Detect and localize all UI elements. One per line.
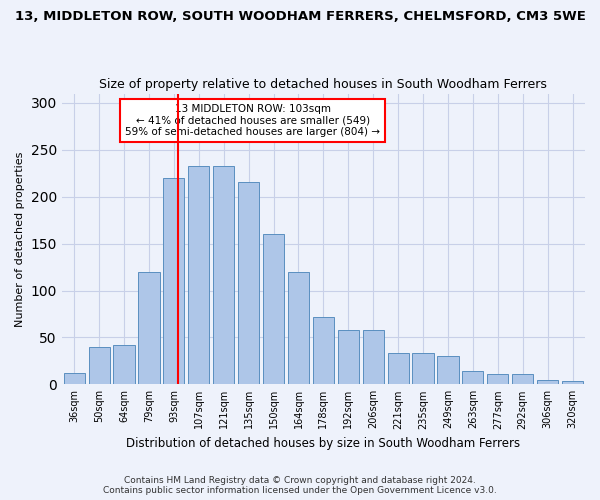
Bar [562,380,583,384]
Bar [487,374,508,384]
Bar [188,166,209,384]
Bar [313,317,334,384]
Bar [139,272,160,384]
Text: 13, MIDDLETON ROW, SOUTH WOODHAM FERRERS, CHELMSFORD, CM3 5WE: 13, MIDDLETON ROW, SOUTH WOODHAM FERRERS… [14,10,586,23]
Bar [537,380,558,384]
Text: Contains HM Land Registry data © Crown copyright and database right 2024.
Contai: Contains HM Land Registry data © Crown c… [103,476,497,495]
Title: Size of property relative to detached houses in South Woodham Ferrers: Size of property relative to detached ho… [100,78,547,91]
Bar [113,345,134,385]
X-axis label: Distribution of detached houses by size in South Woodham Ferrers: Distribution of detached houses by size … [127,437,520,450]
Bar [512,374,533,384]
Bar [412,354,434,384]
Bar [64,373,85,384]
Bar [462,371,484,384]
Bar [163,178,184,384]
Bar [388,354,409,384]
Bar [89,347,110,385]
Bar [437,356,458,384]
Bar [338,330,359,384]
Bar [213,166,235,384]
Bar [263,234,284,384]
Bar [238,182,259,384]
Bar [362,330,384,384]
Bar [288,272,309,384]
Text: 13 MIDDLETON ROW: 103sqm
← 41% of detached houses are smaller (549)
59% of semi-: 13 MIDDLETON ROW: 103sqm ← 41% of detach… [125,104,380,137]
Y-axis label: Number of detached properties: Number of detached properties [15,151,25,326]
